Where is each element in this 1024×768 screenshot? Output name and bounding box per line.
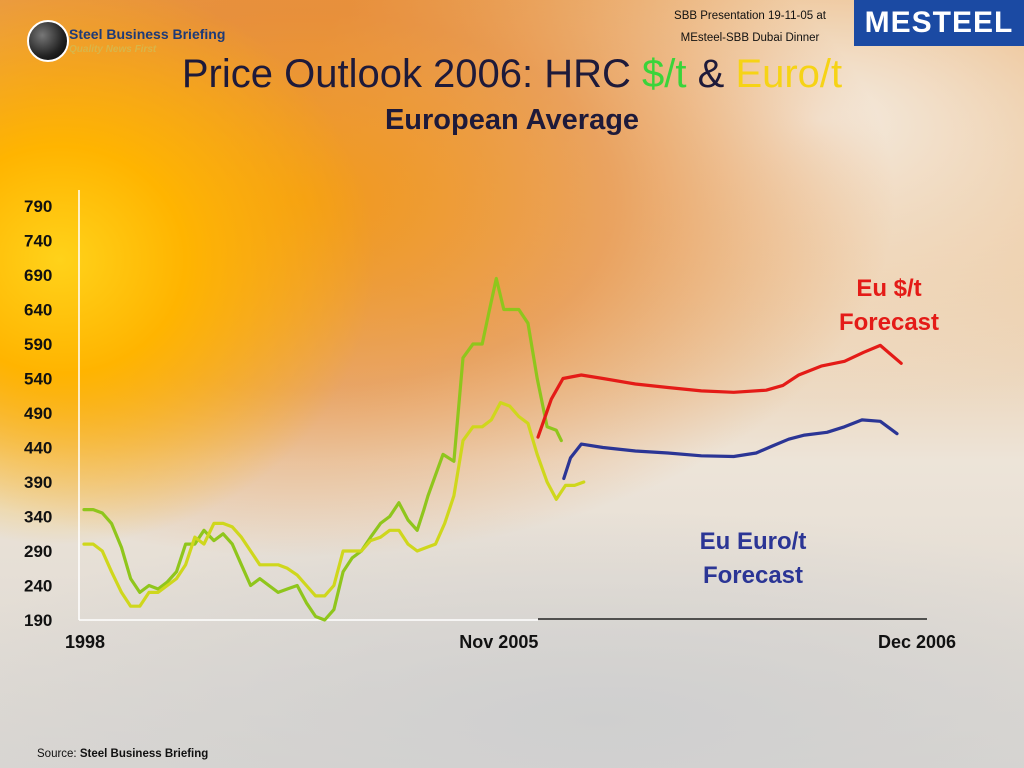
chart-annotations: Eu $/t Forecast Eu Euro/t Forecast	[700, 275, 939, 589]
y-tick-label: 740	[24, 232, 52, 251]
sbb-logo: Steel Business Briefing Quality News Fir…	[27, 20, 227, 64]
y-tick-labels: 190 240 290 340 390 440 490 540 590 640 690 740 790	[24, 197, 52, 630]
slide-subtitle: European Average	[384, 104, 640, 136]
presentation-line-1: SBB Presentation 19-11-05 at	[674, 10, 826, 22]
series-line-2	[82, 401, 586, 608]
series-line-0	[82, 276, 512, 622]
globe-icon	[27, 20, 69, 62]
y-tick-label: 490	[24, 404, 52, 423]
y-tick-label: 190	[24, 611, 52, 630]
forecast-annotation-1: Eu Euro/t	[700, 528, 807, 555]
y-tick-label: 390	[24, 473, 52, 492]
series-line-3	[536, 343, 903, 439]
y-tick-label: 340	[24, 508, 52, 527]
mesteel-logo: MESTEEL	[854, 0, 1024, 46]
series-lines	[82, 276, 903, 622]
y-tick-label: 690	[24, 266, 52, 285]
x-tick-label: Dec 2006	[878, 632, 956, 652]
title-euro: Euro/t	[735, 52, 843, 96]
forecast-annotation-0: Eu $/t	[856, 275, 921, 302]
y-tick-label: 240	[24, 577, 52, 596]
y-tick-label: 290	[24, 542, 52, 561]
source-name: Steel Business Briefing	[79, 748, 209, 760]
y-tick-label: 440	[24, 439, 52, 458]
logo-tagline: Quality News First	[69, 44, 157, 55]
series-line-4	[562, 418, 899, 481]
x-tick-label: Nov 2005	[459, 632, 538, 652]
y-tick-label: 640	[24, 301, 52, 320]
presentation-line-2: MEsteel-SBB Dubai Dinner	[680, 32, 820, 44]
series-line-1	[508, 307, 563, 443]
logo-name: Steel Business Briefing	[69, 26, 226, 42]
forecast-annotation-1: Forecast	[703, 562, 803, 589]
source-prefix: Source:	[37, 748, 80, 760]
x-tick-label: 1998	[65, 632, 105, 652]
y-tick-label: 590	[24, 335, 52, 354]
y-tick-label: 790	[24, 197, 52, 216]
forecast-annotation-0: Forecast	[839, 309, 939, 336]
y-tick-label: 540	[24, 370, 52, 389]
x-tick-labels: 1998 Nov 2005 Dec 2006	[65, 632, 956, 652]
slide-title: Price Outlook 2006: HRC $/t & Euro/t	[0, 52, 1024, 97]
title-amp: &	[686, 52, 736, 96]
presentation-info: SBB Presentation 19-11-05 at MEsteel-SBB…	[650, 5, 850, 49]
source-note: Source: Steel Business Briefing	[37, 748, 208, 760]
title-dollar: $/t	[642, 52, 687, 96]
title-main: Price Outlook 2006: HRC	[181, 52, 643, 96]
